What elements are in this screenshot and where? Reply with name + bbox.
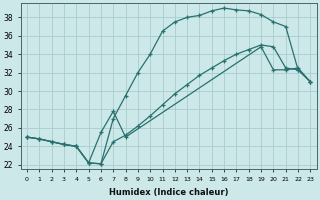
- X-axis label: Humidex (Indice chaleur): Humidex (Indice chaleur): [109, 188, 228, 197]
